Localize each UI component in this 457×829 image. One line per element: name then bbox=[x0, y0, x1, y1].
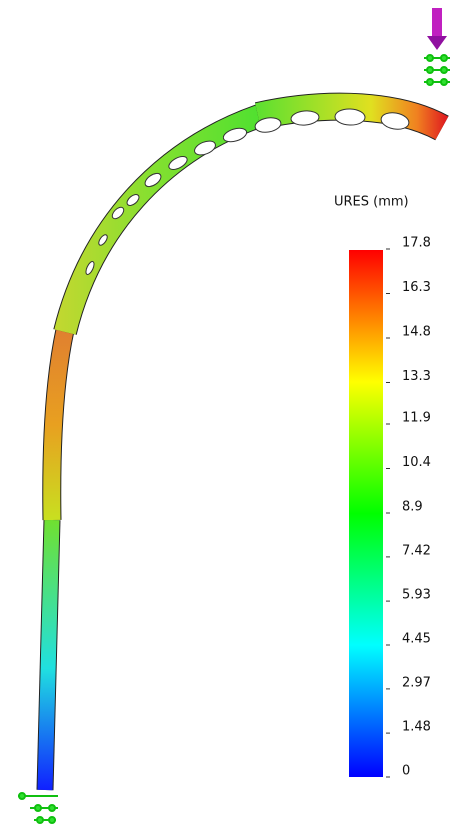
tick-label: 16.3 bbox=[402, 280, 431, 295]
tick-label: 5.93 bbox=[402, 588, 431, 603]
tick-label: 0 bbox=[402, 764, 410, 779]
legend-ticks: 17.8 16.3 14.8 13.3 11.9 10.4 8.9 7.42 5.93 4.45 2… bbox=[386, 236, 431, 779]
tick-label: 14.8 bbox=[402, 324, 431, 339]
tick-label: 13.3 bbox=[402, 369, 431, 384]
fixture-bottom bbox=[18, 792, 58, 824]
tick-label: 7.42 bbox=[402, 543, 431, 558]
fixture-top bbox=[424, 54, 450, 86]
tick-label: 1.48 bbox=[402, 720, 431, 735]
load-arrow bbox=[427, 8, 447, 50]
tick-label: 2.97 bbox=[402, 675, 431, 690]
legend-title: URES (mm) bbox=[334, 195, 409, 210]
color-bar bbox=[349, 250, 383, 777]
tick-label: 4.45 bbox=[402, 632, 431, 647]
tick-label: 17.8 bbox=[402, 236, 431, 251]
tick-label: 11.9 bbox=[402, 411, 431, 426]
tick-label: 10.4 bbox=[402, 455, 431, 470]
tick-label: 8.9 bbox=[402, 500, 423, 515]
beam bbox=[36, 92, 449, 791]
